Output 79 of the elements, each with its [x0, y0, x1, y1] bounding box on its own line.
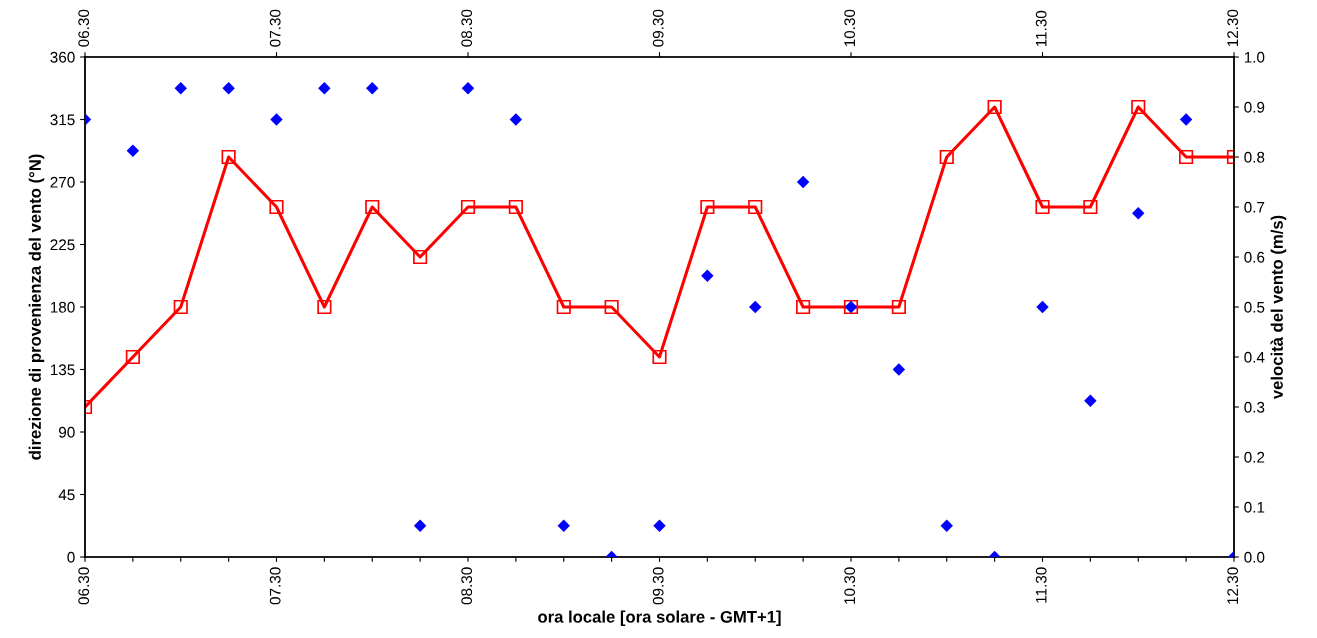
point [318, 82, 331, 95]
point [604, 299, 619, 315]
point [1083, 199, 1098, 215]
x-tick-label: 08.30 [461, 9, 473, 47]
point [940, 519, 953, 532]
y2-tick-label: 0.9 [1244, 101, 1265, 113]
point [749, 300, 762, 314]
point [1179, 149, 1194, 165]
point [222, 82, 235, 95]
y-tick-label: 90 [59, 426, 75, 438]
point [509, 113, 523, 126]
point [270, 113, 283, 126]
y-tick-label: 135 [50, 364, 75, 376]
y2-tick-label: 0.1 [1244, 501, 1265, 513]
y2-tick-label: 0.2 [1244, 451, 1265, 463]
category-label: 06.30 [78, 567, 90, 605]
point [652, 349, 667, 365]
y2-tick-label: 0.3 [1244, 401, 1265, 413]
point [508, 199, 523, 215]
point [653, 519, 666, 532]
point [366, 82, 379, 95]
x-tick-label: 06.30 [78, 9, 90, 47]
point [126, 144, 140, 157]
point [700, 199, 715, 215]
y2-tick-label: 0.7 [1244, 201, 1265, 213]
category-label: 08.30 [461, 567, 473, 605]
y-tick-label: 225 [50, 239, 75, 251]
y-tick-label: 45 [58, 489, 75, 501]
point [461, 82, 475, 95]
x-tick-label: 10.30 [844, 9, 856, 47]
point [125, 349, 140, 365]
y2-tick-label: 1.0 [1244, 51, 1265, 63]
x-tick-label: 09.30 [652, 9, 664, 47]
point [1084, 394, 1097, 407]
point [557, 519, 570, 532]
y2-tick-label: 0.5 [1244, 301, 1265, 313]
point [1132, 207, 1145, 220]
y-tick-label: 360 [50, 51, 75, 63]
point [556, 299, 571, 315]
point [413, 249, 428, 265]
point [269, 199, 284, 215]
y-axis-title: direzione di provenienza del vento (°N) [28, 154, 45, 460]
point [173, 299, 188, 315]
point [1036, 300, 1049, 314]
point [1131, 99, 1146, 115]
y2-tick-label: 0.4 [1244, 351, 1265, 363]
point [221, 149, 236, 165]
point [365, 199, 380, 215]
point [174, 82, 187, 95]
x-tick-label: 11.30 [1035, 10, 1047, 47]
point [413, 519, 427, 532]
point [796, 299, 811, 315]
y2-tick-label: 0.0 [1244, 551, 1265, 563]
x-axis-title: ora locale [ora solare - GMT+1] [538, 610, 781, 627]
x-tick-label: 07.30 [269, 9, 281, 47]
point [748, 199, 763, 215]
y2-axis-title: velocità del vento (m/s) [1270, 215, 1287, 400]
y-tick-label: 315 [50, 114, 75, 126]
category-label: 12.30 [1227, 567, 1239, 604]
point [939, 149, 954, 165]
point [987, 99, 1002, 115]
y2-tick-label: 0.6 [1244, 251, 1265, 263]
y-tick-label: 180 [50, 301, 75, 313]
point [1179, 113, 1193, 126]
y-tick-label: 0 [67, 551, 75, 563]
point [460, 199, 476, 215]
y-tick-label: 270 [50, 176, 75, 188]
point [317, 299, 332, 315]
x-tick-label: 12.30 [1227, 9, 1239, 47]
point [701, 269, 714, 282]
point [892, 363, 906, 376]
category-label: 07.30 [269, 567, 281, 605]
category-label: 09.30 [652, 567, 664, 605]
point [1035, 199, 1050, 215]
category-label: 11.30 [1035, 567, 1047, 603]
category-label: 10.30 [844, 567, 856, 604]
y2-tick-label: 0.8 [1244, 151, 1265, 163]
point [796, 175, 810, 189]
point [891, 299, 906, 315]
